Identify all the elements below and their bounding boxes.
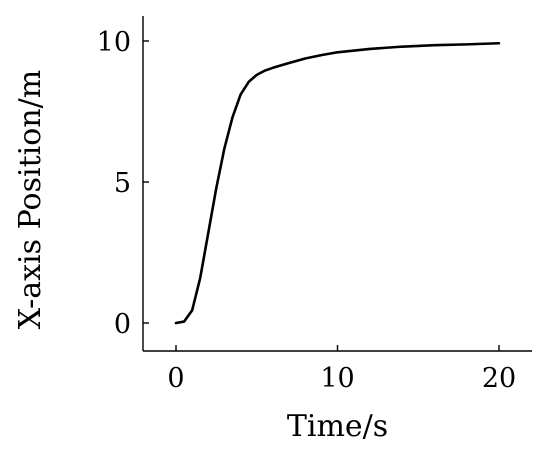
axes bbox=[142, 16, 532, 352]
plot-area bbox=[174, 41, 501, 325]
tick-labels: 0 10 20 0 5 10 bbox=[97, 27, 517, 394]
x-tick-label-10: 10 bbox=[320, 363, 354, 394]
y-tick-label-0: 0 bbox=[114, 309, 131, 340]
series-line-1 bbox=[174, 41, 501, 325]
y-tick-label-10: 10 bbox=[97, 27, 131, 58]
x-tick-label-0: 0 bbox=[167, 363, 184, 394]
tick-marks bbox=[143, 40, 500, 351]
y-tick-label-5: 5 bbox=[114, 168, 131, 199]
x-tick-label-20: 20 bbox=[482, 363, 516, 394]
y-axis-title: X-axis Position/m bbox=[13, 70, 48, 329]
x-axis-title: Time/s bbox=[287, 409, 388, 444]
